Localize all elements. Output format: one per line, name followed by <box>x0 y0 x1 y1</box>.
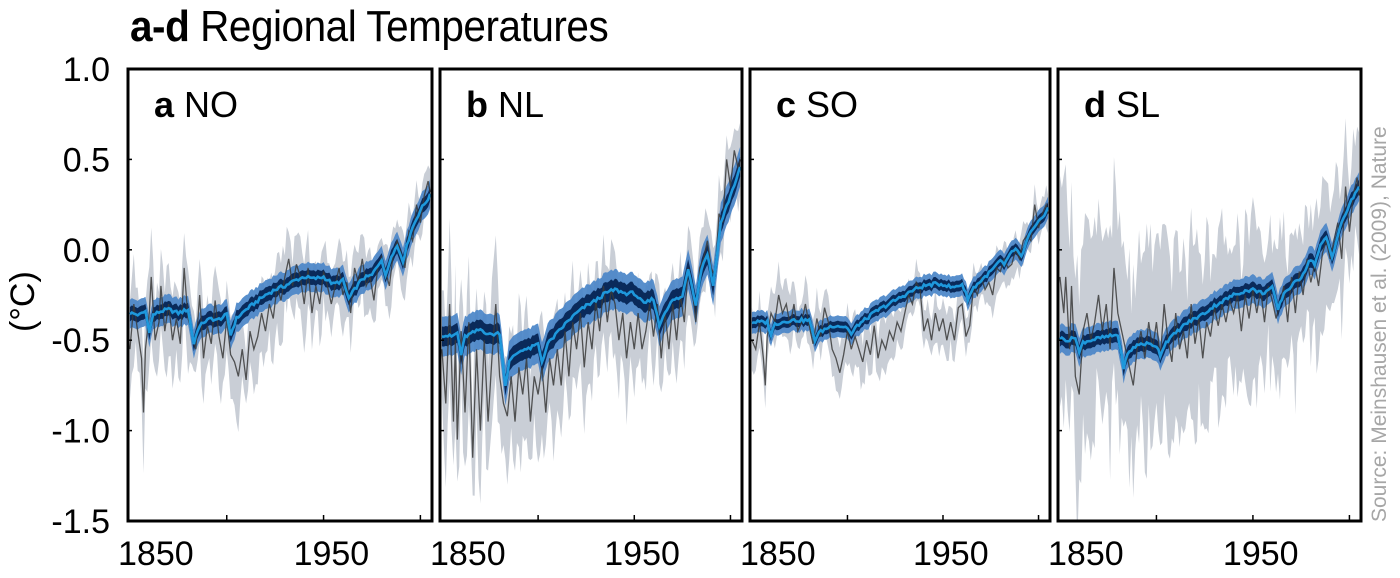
panel-region: NL <box>488 84 544 125</box>
y-tick-label: 1.0 <box>63 51 110 89</box>
model-median-line <box>751 206 1050 346</box>
x-tick-label: 1950 <box>604 535 680 573</box>
panel-label: a NO <box>154 84 238 125</box>
panel-d: d SL <box>1056 67 1363 523</box>
panel-letter: b <box>466 84 488 125</box>
x-tick-label: 1850 <box>1048 535 1124 573</box>
panel-label: d SL <box>1084 84 1160 125</box>
y-tick-label: -1.0 <box>51 413 110 451</box>
panel-frame <box>1056 67 1363 523</box>
x-tick-label: 1950 <box>913 535 989 573</box>
panel-label: b NL <box>466 84 544 125</box>
y-tick-label: -1.5 <box>51 503 110 541</box>
model-median-line <box>441 166 742 387</box>
y-tick-label: 0.0 <box>63 232 110 270</box>
model-outer-range-band <box>441 146 741 406</box>
x-tick-label: 1850 <box>740 535 816 573</box>
model-outer-range-band <box>129 179 431 359</box>
observed-uncertainty-band <box>751 184 1049 409</box>
panel-frame <box>438 67 744 523</box>
chart-title-panels: a-d <box>130 2 190 51</box>
observed-uncertainty-band <box>129 165 431 474</box>
x-axis: 1850 1950 1850 1950 1850 1950 1850 1950 <box>118 535 1299 573</box>
model-inner-range-band <box>129 186 431 352</box>
panel-plot-area <box>129 165 432 474</box>
panel-region: NO <box>174 84 238 125</box>
observed-temperature-line <box>1059 177 1360 395</box>
panel-frame <box>126 67 434 523</box>
panel-letter: c <box>776 84 796 125</box>
observed-temperature-line <box>751 202 1049 386</box>
panel-plot-area <box>441 122 742 504</box>
panel-label: c SO <box>776 84 858 125</box>
panel-plot-area <box>751 184 1050 409</box>
x-tick-label: 1850 <box>430 535 506 573</box>
panel-frame <box>748 67 1052 523</box>
panel-region: SO <box>796 84 858 125</box>
panel-c: c SO <box>748 67 1052 523</box>
model-median-line <box>1059 185 1361 370</box>
x-tick-label: 1850 <box>118 535 194 573</box>
chart-title-text: Regional Temperatures <box>189 2 609 51</box>
x-tick-label: 1950 <box>1223 535 1299 573</box>
model-median-line <box>129 193 432 345</box>
panel-plot-area <box>1059 118 1361 521</box>
panels: a NO b NL c SO d SL <box>126 67 1363 523</box>
x-tick-label: 1950 <box>294 535 370 573</box>
y-tick-label: -0.5 <box>51 322 110 360</box>
y-tick-label: 0.5 <box>63 141 110 179</box>
panel-region: SL <box>1106 84 1160 125</box>
y-axis: 1.0 0.5 0.0 -0.5 -1.0 -1.5 <box>51 51 110 541</box>
panel-a: a NO <box>126 67 434 523</box>
panel-b: b NL <box>438 67 744 523</box>
panel-letter: a <box>154 84 175 125</box>
chart-title: a-d Regional Temperatures <box>130 2 609 52</box>
panel-letter: d <box>1084 84 1106 125</box>
